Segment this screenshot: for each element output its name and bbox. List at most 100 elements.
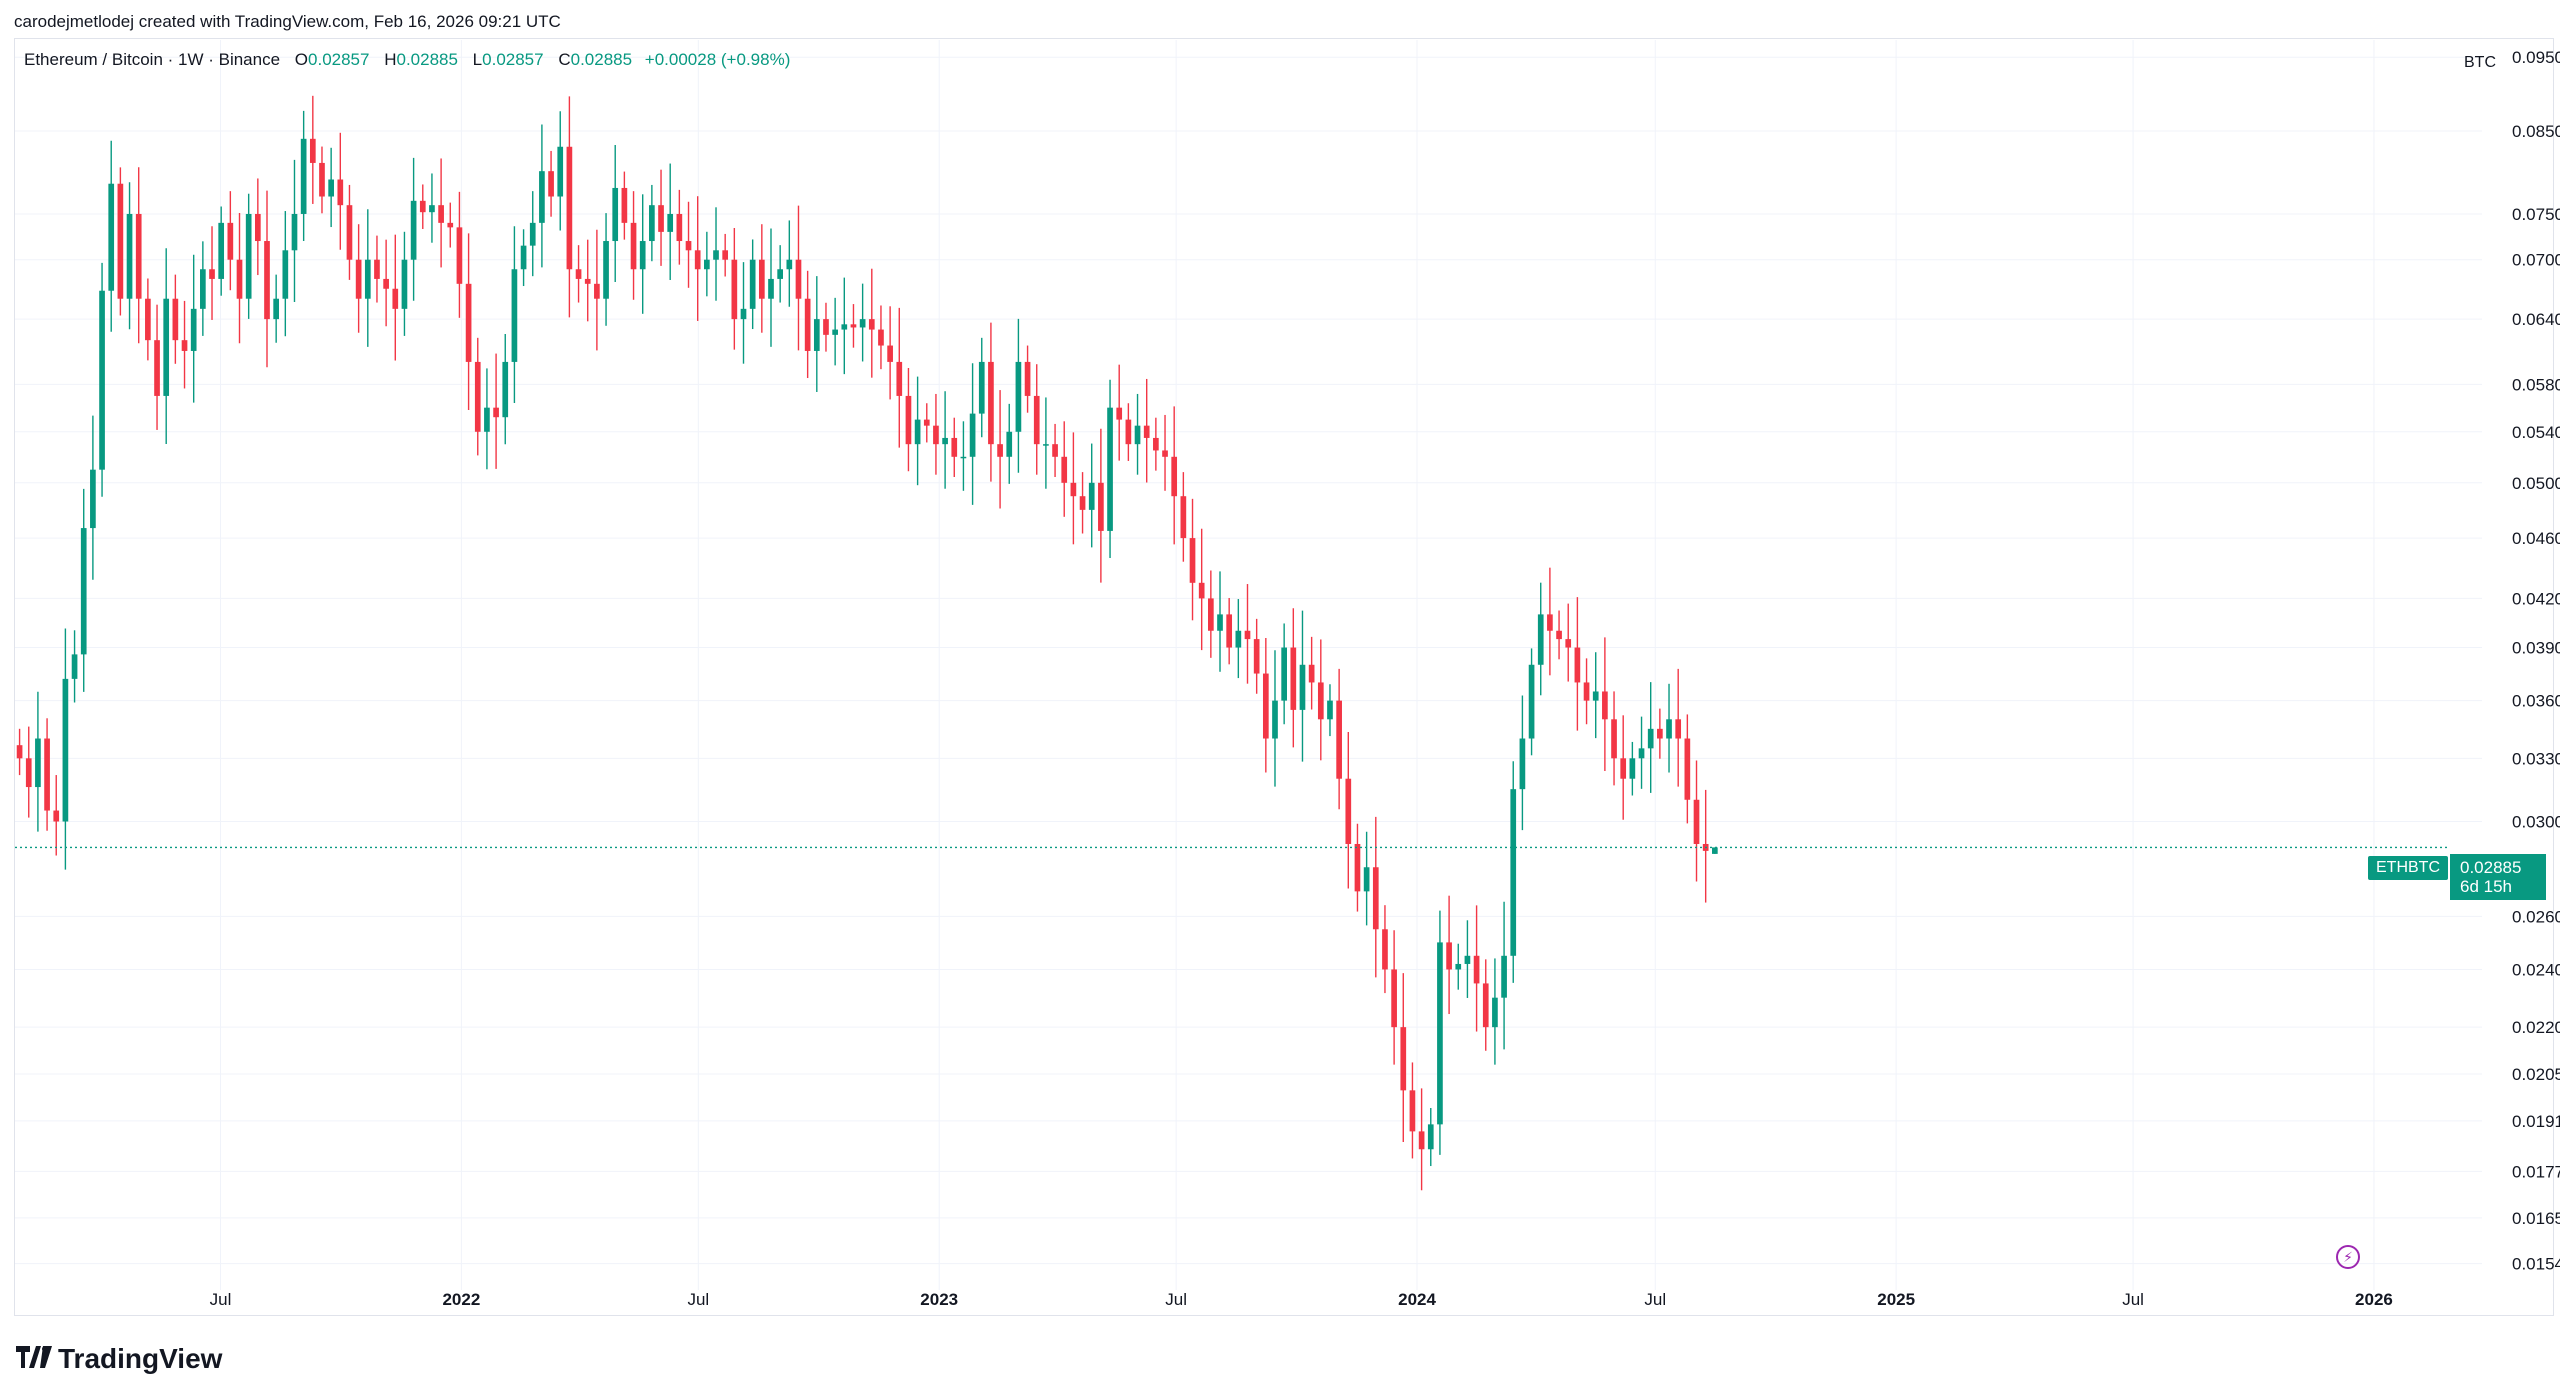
candle-body — [264, 241, 270, 320]
candle-body — [1024, 361, 1031, 396]
candle-body — [1079, 496, 1086, 510]
candle-body — [1052, 444, 1058, 457]
candle-body — [1134, 425, 1141, 445]
candle-body — [1317, 682, 1324, 720]
candle-body — [25, 758, 32, 788]
candle-body — [1611, 719, 1617, 759]
candle-body — [227, 222, 234, 260]
x-tick-label: 2026 — [2355, 1290, 2393, 1309]
candle-body — [419, 200, 426, 213]
candle-body — [282, 250, 289, 299]
candle-body — [493, 407, 499, 418]
candle-body — [1372, 867, 1379, 930]
candle-body — [1437, 942, 1443, 1125]
candle-body — [1189, 538, 1196, 583]
lightning-icon[interactable]: ⚡ — [2336, 1245, 2360, 1269]
candle-body — [1171, 456, 1178, 497]
candle-body — [1693, 799, 1700, 844]
candle-body — [1107, 407, 1113, 531]
candle-body — [1043, 444, 1049, 446]
candle-body — [1684, 738, 1691, 800]
candle-body — [896, 361, 903, 396]
candle-body — [1492, 997, 1498, 1028]
brand-name: TradingView — [58, 1343, 223, 1374]
candle-body — [1235, 630, 1242, 648]
candle-body — [1299, 664, 1306, 710]
candle-body — [236, 259, 243, 299]
candle-body — [16, 745, 23, 759]
candle-body — [1473, 955, 1480, 984]
candle-body — [566, 146, 573, 270]
candle-body — [1638, 748, 1645, 759]
x-tick-label: Jul — [687, 1290, 709, 1309]
candle-body — [1088, 482, 1095, 510]
candle-body — [484, 407, 490, 432]
legend-open: 0.02857 — [308, 50, 370, 69]
x-tick-label: Jul — [1644, 1290, 1666, 1309]
x-tick-label: 2025 — [1877, 1290, 1915, 1309]
candle-body — [1712, 847, 1718, 854]
candle-body — [1272, 700, 1278, 739]
candle-body — [722, 250, 729, 260]
candle-body — [474, 361, 481, 432]
candle-body — [731, 259, 738, 320]
candle-body — [309, 138, 316, 163]
candle-body — [1629, 758, 1636, 779]
candle-body — [1657, 728, 1663, 739]
candle-body — [704, 259, 710, 270]
candle-body — [1143, 425, 1150, 438]
candle-body — [795, 259, 802, 299]
tradingview-logo-icon — [16, 1342, 52, 1376]
candle-body — [145, 298, 151, 341]
chart-grid — [15, 40, 2482, 1290]
candle-body — [978, 361, 985, 414]
candle-body — [914, 419, 921, 445]
candle-body — [612, 187, 619, 242]
last-price-value: 0.02885 — [2460, 858, 2522, 877]
candle-body — [62, 678, 69, 822]
candle-body — [942, 437, 948, 445]
candle-body — [1208, 598, 1214, 631]
candle-body — [1455, 963, 1462, 970]
candle-body — [713, 250, 719, 260]
candle-body — [438, 205, 444, 223]
candle-body — [447, 222, 454, 228]
candle-body — [1602, 691, 1608, 720]
candle-body — [383, 278, 389, 289]
candle-body — [1537, 614, 1544, 665]
candle-body — [1382, 929, 1388, 970]
candle-body — [328, 179, 334, 197]
candle-body — [841, 324, 848, 330]
candle-body — [1226, 614, 1233, 648]
candle-body — [273, 298, 280, 320]
candle-body — [108, 183, 115, 291]
symbol-legend: Ethereum / Bitcoin · 1W · Binance O0.028… — [24, 50, 790, 70]
y-tick-label: 0.01540 — [2512, 1255, 2560, 1274]
candle-body — [575, 269, 582, 279]
legend-symbol: Ethereum / Bitcoin · 1W · Binance — [24, 50, 281, 69]
candle-body — [630, 222, 637, 270]
candle-body — [1510, 789, 1517, 956]
candle-body — [749, 259, 756, 309]
candle-body — [850, 324, 857, 328]
candle-body — [172, 298, 179, 341]
candle-body — [1345, 778, 1352, 844]
candle-body — [1070, 482, 1077, 497]
candle-body — [1556, 630, 1562, 640]
candle-body — [53, 810, 60, 822]
currency-label[interactable]: BTC — [2464, 54, 2496, 71]
x-tick-label: Jul — [1165, 1290, 1187, 1309]
candle-body — [969, 413, 976, 457]
time-axis: Jul 2022 Jul 2023 Jul 2024 Jul 2025 Jul 2026 — [210, 1290, 2393, 1309]
